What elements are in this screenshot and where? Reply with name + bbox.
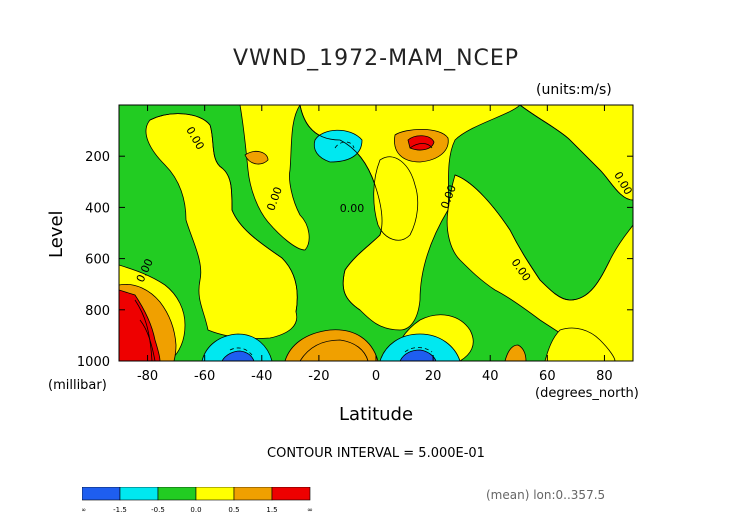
x-axis-unit: (degrees_north) bbox=[535, 386, 639, 401]
region-orange-1 bbox=[244, 150, 269, 165]
x-tick-label: -20 bbox=[308, 369, 329, 384]
contour-line bbox=[134, 299, 153, 361]
region-red-2 bbox=[119, 289, 161, 361]
region-cyan-2 bbox=[201, 333, 273, 361]
colorbar-label: ∞ bbox=[307, 506, 313, 514]
colorbar-label: 1.5 bbox=[266, 506, 277, 514]
units-label: (units:m/s) bbox=[536, 82, 612, 98]
colorbar-label: 0.0 bbox=[190, 506, 201, 514]
contour-line bbox=[409, 143, 433, 149]
region-blue-2 bbox=[399, 349, 437, 361]
colorbar-label: -∞ bbox=[82, 506, 86, 514]
colorbar-swatch bbox=[119, 487, 159, 501]
contour-line bbox=[139, 319, 156, 361]
axis-tick-labels: -80 -60 -40 -20 0 20 40 60 80 200 400 600 800 1000 bbox=[77, 150, 613, 384]
colorbar-swatch bbox=[82, 487, 121, 501]
contour-line bbox=[229, 347, 253, 356]
y-tick-label: 400 bbox=[85, 201, 110, 216]
y-axis-label: Level bbox=[46, 210, 67, 258]
x-tick-label: 60 bbox=[539, 369, 556, 384]
region-yellow-9 bbox=[544, 327, 616, 361]
x-tick-label: 0 bbox=[372, 369, 380, 384]
x-tick-label: -40 bbox=[251, 369, 272, 384]
contour-interval-label: CONTOUR INTERVAL = 5.000E-01 bbox=[267, 446, 485, 461]
x-tick-label: -80 bbox=[137, 369, 158, 384]
colorbar-swatch bbox=[233, 487, 273, 501]
x-axis-label: Latitude bbox=[338, 404, 414, 425]
region-orange-5 bbox=[504, 344, 527, 361]
region-red-1 bbox=[407, 135, 435, 151]
y-axis-unit: (millibar) bbox=[48, 378, 107, 393]
mean-footer: (mean) lon:0..357.5 bbox=[486, 488, 606, 502]
region-blue-1 bbox=[221, 350, 255, 361]
x-tick-label: 20 bbox=[425, 369, 442, 384]
contour-line bbox=[404, 347, 433, 353]
contour-line bbox=[519, 105, 633, 201]
chart-title: VWND_1972-MAM_NCEP bbox=[232, 46, 520, 71]
region-yellow-6 bbox=[373, 156, 419, 241]
colorbar-swatch bbox=[271, 487, 311, 501]
y-tick-label: 200 bbox=[85, 150, 110, 165]
contour-line bbox=[454, 174, 611, 301]
colorbar-swatch bbox=[195, 487, 235, 501]
region-yellow-2 bbox=[239, 105, 310, 251]
contour-line bbox=[149, 113, 298, 313]
contour-line bbox=[299, 105, 383, 311]
axis-ticks bbox=[119, 105, 633, 362]
colorbar: -∞ -1.5 -0.5 0.0 0.5 1.5 ∞ bbox=[82, 487, 313, 514]
contour-label: 0.00 bbox=[340, 202, 365, 215]
contour-line bbox=[334, 141, 355, 149]
contour-line bbox=[299, 339, 369, 361]
colorbar-swatch bbox=[157, 487, 197, 501]
region-orange-3 bbox=[284, 329, 379, 361]
y-tick-label: 800 bbox=[85, 304, 110, 319]
colorbar-label: 0.5 bbox=[228, 506, 239, 514]
y-tick-label: 600 bbox=[85, 253, 110, 268]
colorbar-label: -1.5 bbox=[113, 506, 127, 514]
x-tick-label: 80 bbox=[596, 369, 613, 384]
colorbar-label: -0.5 bbox=[151, 506, 165, 514]
y-tick-label: 1000 bbox=[77, 355, 110, 370]
x-tick-label: -60 bbox=[194, 369, 215, 384]
x-tick-label: 40 bbox=[482, 369, 499, 384]
